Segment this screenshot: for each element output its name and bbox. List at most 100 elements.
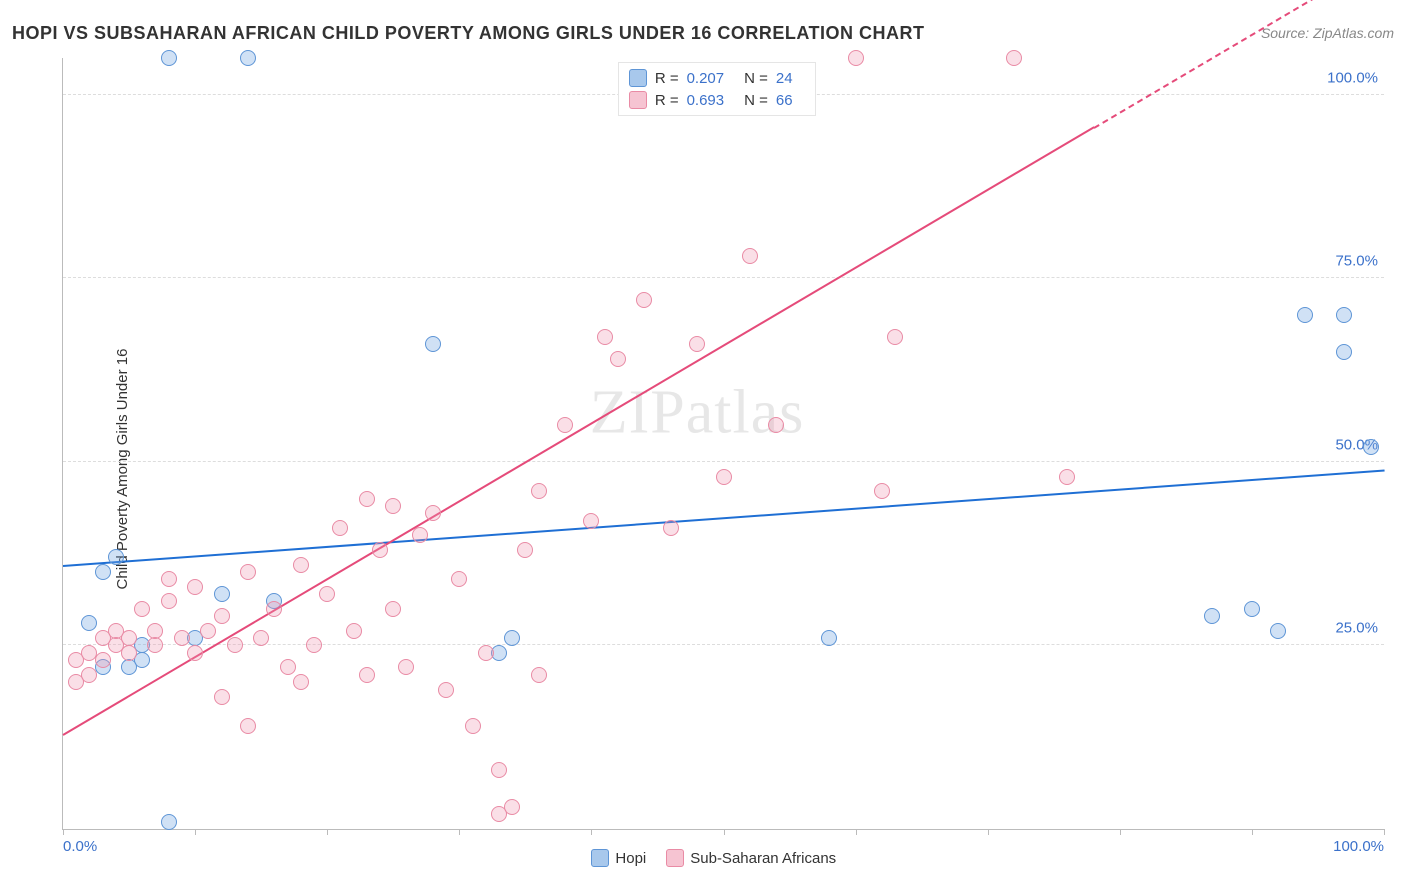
x-tick (1384, 829, 1385, 835)
x-tick (63, 829, 64, 835)
scatter-point-ssa (451, 571, 467, 587)
scatter-point-ssa (187, 579, 203, 595)
scatter-point-hopi (161, 814, 177, 830)
legend-n-label: N = (744, 92, 768, 109)
scatter-point-ssa (887, 329, 903, 345)
legend-item-ssa: Sub-Saharan Africans (666, 849, 836, 867)
scatter-point-ssa (95, 652, 111, 668)
scatter-point-ssa (768, 417, 784, 433)
legend-label-ssa: Sub-Saharan Africans (690, 850, 836, 867)
x-tick (459, 829, 460, 835)
gridline (63, 277, 1384, 278)
scatter-point-hopi (240, 50, 256, 66)
scatter-point-ssa (121, 645, 137, 661)
scatter-point-ssa (874, 483, 890, 499)
scatter-point-hopi (821, 630, 837, 646)
scatter-point-ssa (280, 659, 296, 675)
scatter-point-hopi (1336, 344, 1352, 360)
legend-r-label: R = (655, 92, 679, 109)
legend-stat-row-hopi: R = 0.207 N = 24 (629, 67, 805, 89)
legend-r-label: R = (655, 70, 679, 87)
scatter-point-ssa (663, 520, 679, 536)
legend-label-hopi: Hopi (615, 850, 646, 867)
legend-r-value-ssa: 0.693 (687, 92, 725, 109)
x-tick-label: 100.0% (1333, 838, 1384, 855)
x-tick-label: 0.0% (63, 838, 97, 855)
scatter-point-ssa (716, 469, 732, 485)
scatter-point-ssa (848, 50, 864, 66)
source-attribution: Source: ZipAtlas.com (1261, 25, 1394, 41)
legend-swatch-ssa (666, 849, 684, 867)
scatter-point-hopi (504, 630, 520, 646)
scatter-point-ssa (1006, 50, 1022, 66)
scatter-point-ssa (636, 292, 652, 308)
scatter-point-hopi (108, 549, 124, 565)
chart-container: Child Poverty Among Girls Under 16 ZIPat… (12, 58, 1394, 880)
scatter-point-hopi (81, 615, 97, 631)
scatter-point-ssa (531, 483, 547, 499)
scatter-point-hopi (1297, 307, 1313, 323)
y-tick-label: 25.0% (1335, 620, 1378, 637)
scatter-point-hopi (425, 336, 441, 352)
scatter-point-ssa (689, 336, 705, 352)
scatter-point-ssa (425, 505, 441, 521)
scatter-point-hopi (214, 586, 230, 602)
scatter-point-ssa (253, 630, 269, 646)
scatter-point-hopi (95, 564, 111, 580)
x-tick (1252, 829, 1253, 835)
scatter-point-ssa (240, 718, 256, 734)
scatter-point-ssa (240, 564, 256, 580)
scatter-point-ssa (121, 630, 137, 646)
x-tick (1120, 829, 1121, 835)
x-tick (591, 829, 592, 835)
correlation-legend: R = 0.207 N = 24 R = 0.693 N = 66 (618, 62, 816, 116)
legend-r-value-hopi: 0.207 (687, 70, 725, 87)
scatter-point-ssa (478, 645, 494, 661)
scatter-point-ssa (438, 682, 454, 698)
scatter-point-ssa (465, 718, 481, 734)
scatter-point-ssa (214, 608, 230, 624)
scatter-point-ssa (293, 674, 309, 690)
y-tick-label: 75.0% (1335, 253, 1378, 270)
scatter-point-ssa (293, 557, 309, 573)
scatter-point-hopi (1204, 608, 1220, 624)
x-tick (327, 829, 328, 835)
scatter-point-ssa (412, 527, 428, 543)
x-tick (724, 829, 725, 835)
scatter-point-ssa (174, 630, 190, 646)
scatter-point-ssa (557, 417, 573, 433)
scatter-point-ssa (742, 248, 758, 264)
legend-n-value-hopi: 24 (776, 70, 793, 87)
scatter-point-ssa (161, 593, 177, 609)
chart-title: HOPI VS SUBSAHARAN AFRICAN CHILD POVERTY… (12, 23, 925, 44)
scatter-point-hopi (1363, 439, 1379, 455)
scatter-point-ssa (200, 623, 216, 639)
legend-n-label: N = (744, 70, 768, 87)
scatter-point-ssa (227, 637, 243, 653)
watermark: ZIPatlas (590, 377, 805, 448)
scatter-point-ssa (398, 659, 414, 675)
scatter-point-hopi (161, 50, 177, 66)
scatter-point-ssa (187, 645, 203, 661)
scatter-point-ssa (385, 498, 401, 514)
scatter-point-hopi (1270, 623, 1286, 639)
x-tick (195, 829, 196, 835)
scatter-point-hopi (1336, 307, 1352, 323)
scatter-point-ssa (147, 623, 163, 639)
scatter-point-ssa (266, 601, 282, 617)
scatter-point-ssa (583, 513, 599, 529)
source-name: ZipAtlas.com (1313, 25, 1394, 41)
series-legend: Hopi Sub-Saharan Africans (591, 849, 836, 867)
scatter-point-ssa (504, 799, 520, 815)
scatter-point-ssa (346, 623, 362, 639)
scatter-point-ssa (359, 491, 375, 507)
scatter-point-hopi (1244, 601, 1260, 617)
legend-item-hopi: Hopi (591, 849, 646, 867)
plot-area: ZIPatlas R =0.207N =24R =0.693N =66 Hopi… (62, 58, 1384, 830)
scatter-point-ssa (147, 637, 163, 653)
legend-n-value-ssa: 66 (776, 92, 793, 109)
x-tick (856, 829, 857, 835)
chart-header: HOPI VS SUBSAHARAN AFRICAN CHILD POVERTY… (12, 18, 1394, 48)
scatter-point-ssa (372, 542, 388, 558)
scatter-point-ssa (531, 667, 547, 683)
